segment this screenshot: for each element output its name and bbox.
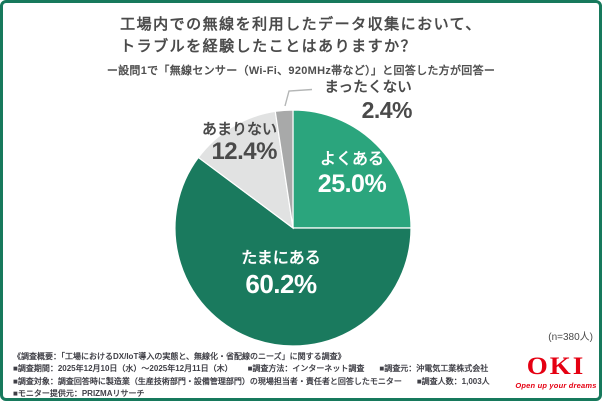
- slice-percentage: 25.0%: [317, 170, 387, 198]
- survey-period: ■調査期間：2025年12月10日（水）～2025年12月11日（木）: [13, 364, 233, 374]
- survey-overview-text: 《調査概要：「工場におけるDX/IoT導入の実態と、無線化・省配線のニーズ」に関…: [13, 352, 346, 361]
- page-title-line2: トラブルを経験したことはありますか？: [120, 38, 418, 55]
- slice-name: まったくない: [324, 80, 412, 96]
- pie-slice-まったくない: [274, 109, 294, 229]
- slice-label-yokuaru: よくある 25.0%: [294, 152, 410, 197]
- survey-source: ■調査元：沖電気工業株式会社: [379, 364, 489, 374]
- slice-label-tamaniaru: たまにある 60.2%: [221, 250, 341, 299]
- survey-count: ■調査人数：1,003人: [416, 376, 490, 386]
- slice-label-mattakunai: まったくない 2.4%: [319, 81, 412, 122]
- survey-overview-line: 《調査概要：「工場におけるDX/IoT導入の実態と、無線化・省配線のニーズ」に関…: [13, 351, 513, 363]
- survey-overview-line: ■調査対象：調査回答時に製造業（生産技術部門・設備管理部門）の現場担当者・責任者…: [13, 376, 513, 388]
- survey-overview-line: ■モニター提供元：PRIZMAリサーチ: [13, 388, 513, 398]
- slice-percentage: 12.4%: [211, 138, 277, 165]
- subtitle: ー設問1で「無線センサー（Wi-Fi、920MHz帯など）」と回答した方が回答ー: [106, 65, 496, 77]
- monitor-provider: ■モニター提供元：PRIZMAリサーチ: [13, 388, 145, 398]
- callout-leader-line: [284, 88, 313, 107]
- oki-logo-tagline: Open up your dreams: [515, 381, 597, 390]
- survey-overview: 《調査概要：「工場におけるDX/IoT導入の実態と、無線化・省配線のニーズ」に関…: [13, 351, 513, 398]
- oki-logo: OKI Open up your dreams: [514, 354, 598, 390]
- slice-percentage: 2.4%: [361, 96, 413, 123]
- slice-name: よくある: [319, 151, 384, 168]
- slice-percentage: 60.2%: [245, 269, 317, 299]
- sample-size-note: (n=380人): [548, 332, 593, 343]
- survey-overview-line: ■調査期間：2025年12月10日（水）～2025年12月11日（木） ■調査方…: [13, 363, 513, 375]
- oki-logo-text: OKI: [526, 352, 586, 380]
- title-block: 工場内での無線を利用したデータ収集において、 トラブルを経験したことはありますか…: [120, 14, 482, 58]
- pie-slice-たまにある: [174, 156, 412, 347]
- pie-slices: [174, 109, 412, 347]
- slice-name: あまりない: [201, 121, 277, 138]
- survey-target: ■調査対象：調査回答時に製造業（生産技術部門・設備管理部門）の現場担当者・責任者…: [13, 376, 402, 386]
- pie-chart: [174, 88, 412, 347]
- page-title-line1: 工場内での無線を利用したデータ収集において、: [120, 16, 482, 33]
- slice-name: たまにある: [241, 250, 321, 267]
- pie-slice-よくある: [292, 109, 412, 229]
- slice-label-amarinai: あまりない 12.4%: [151, 121, 278, 165]
- survey-method: ■調査方法：インターネット調査: [247, 364, 365, 374]
- pie-slice-あまりない: [197, 110, 294, 230]
